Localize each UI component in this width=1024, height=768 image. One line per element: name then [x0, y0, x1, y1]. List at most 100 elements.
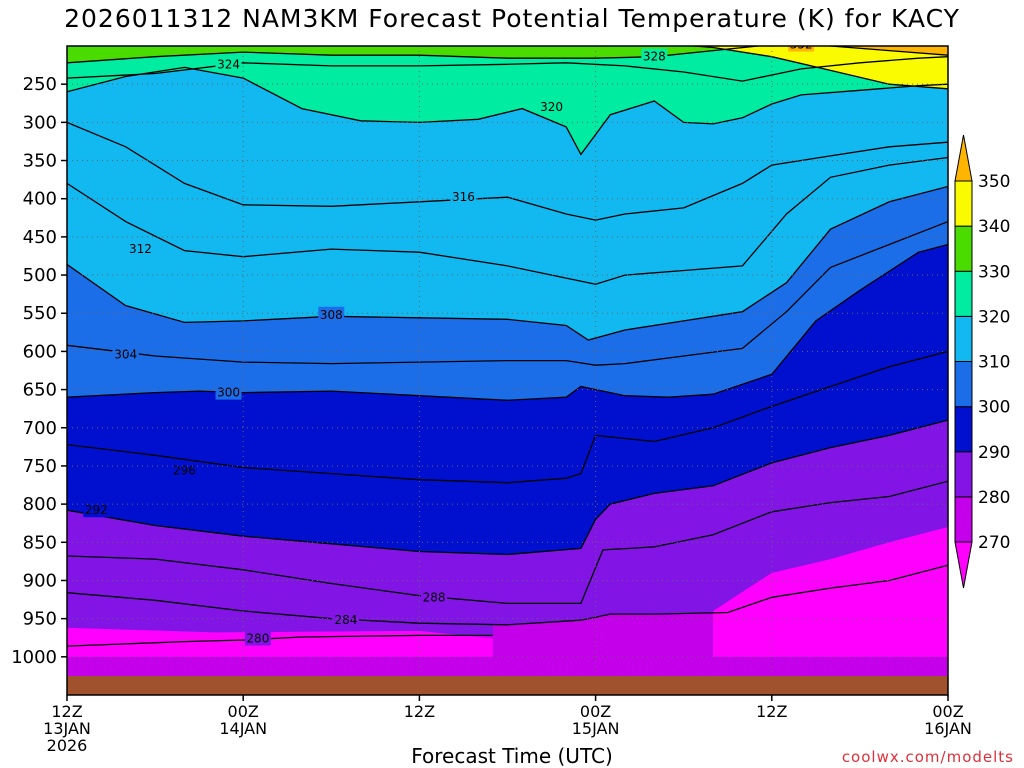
y-tick-label: 650 — [23, 380, 57, 401]
isentrope-352 — [818, 46, 948, 56]
isentrope-label-bg — [215, 384, 242, 400]
isentrope-label-bg — [538, 99, 565, 115]
y-tick-label: 550 — [23, 303, 57, 324]
isentrope-312 — [67, 156, 948, 285]
colorbar-top-triangle — [954, 134, 973, 182]
y-tick-label: 800 — [23, 494, 57, 515]
band-surface-warm — [67, 627, 493, 657]
isentrope-label-bg — [127, 241, 154, 257]
colorbar-label: 300 — [978, 398, 1010, 418]
isentrope-label: 352 — [790, 37, 813, 51]
colorbar-segment — [954, 406, 973, 453]
isentrope-label: 292 — [85, 503, 108, 517]
y-tick-label: 250 — [23, 74, 57, 95]
y-tick-label: 700 — [23, 418, 57, 439]
y-tick-label: 500 — [23, 265, 57, 286]
isentrope-label: 280 — [246, 631, 269, 645]
colorbar-label: 290 — [978, 443, 1010, 463]
isentrope-328 — [67, 46, 764, 64]
colorbar-legend: 270 280 290 300 310 320 330 340 350 — [954, 134, 1010, 589]
y-tick-label: 350 — [23, 151, 57, 172]
band-above-324 — [67, 46, 948, 82]
isentrope-label: 312 — [129, 242, 152, 256]
x-tick-label: 00Z — [580, 702, 611, 721]
isentrope-label: 320 — [540, 100, 563, 114]
isentrope-label: 296 — [173, 464, 196, 478]
x-axis-label: Forecast Time (UTC) — [411, 744, 613, 768]
isentrope-320 — [67, 66, 948, 156]
isentrope-316 — [67, 121, 948, 221]
isentrope-label-bg — [112, 346, 139, 362]
y-tick-label: 600 — [23, 341, 57, 362]
x-tick-label: 14JAN — [219, 719, 267, 738]
colorbar-segment — [954, 180, 973, 227]
colorbar-segment — [954, 270, 973, 317]
band-surface-east — [713, 527, 948, 657]
isentrope-296 — [67, 350, 948, 484]
colorbar-segment — [954, 451, 973, 498]
y-tick-label: 850 — [23, 532, 57, 553]
y-axis: 250 300 350 400 450 500 550 600 650 700 750 800 850 9… — [11, 74, 67, 668]
source-credit[interactable]: coolwx.com/modelts — [841, 748, 1014, 766]
isentrope-label: 324 — [217, 57, 240, 71]
isentrope-label: 288 — [423, 590, 446, 604]
isentrope-280 — [67, 634, 493, 647]
isentrope-288 — [67, 480, 948, 605]
x-tick-label: 16JAN — [924, 719, 972, 738]
chart-title: 2026011312 NAM3KM Forecast Potential Tem… — [64, 4, 960, 33]
x-tick-label: 12Z — [51, 702, 82, 721]
y-tick-label: 950 — [23, 609, 57, 630]
isentrope-292 — [67, 419, 948, 556]
colorbar-segment — [954, 496, 973, 543]
isentrope-label: 328 — [643, 50, 666, 64]
x-tick-label: 12Z — [756, 702, 787, 721]
x-tick-label: 00Z — [228, 702, 259, 721]
y-tick-label: 750 — [23, 456, 57, 477]
colorbar-bottom-triangle — [954, 541, 973, 589]
isentrope-label: 304 — [114, 347, 137, 361]
colorbar-label: 340 — [978, 217, 1010, 237]
isentrope-label-bg — [788, 46, 815, 52]
x-tick-label: 13JAN — [43, 719, 91, 738]
isentrope-308 — [67, 185, 948, 341]
isentrope-label-bg — [421, 589, 448, 605]
y-tick-label: 300 — [23, 112, 57, 133]
isentrope-284 — [67, 564, 948, 626]
isentrope-label-bg — [450, 189, 477, 205]
x-tick-label: 00Z — [932, 702, 963, 721]
colorbar-label: 320 — [978, 307, 1010, 327]
temperature-bands — [67, 46, 948, 695]
band-above-328 — [67, 46, 948, 63]
isentrope-label: 284 — [335, 613, 358, 627]
plot-frame — [66, 45, 949, 696]
isentrope-label-bg — [215, 56, 242, 72]
isentrope-label-bg — [83, 502, 110, 518]
isentrope-324 — [67, 56, 948, 82]
y-tick-label: 1000 — [11, 647, 57, 668]
isentrope-label: 316 — [452, 190, 475, 204]
y-tick-label: 400 — [23, 189, 57, 210]
isentrope-label-bg — [244, 630, 271, 646]
colorbar-label: 280 — [978, 488, 1010, 508]
x-tick-label: 12Z — [404, 702, 435, 721]
y-tick-label: 450 — [23, 227, 57, 248]
colorbar-segment — [954, 315, 973, 362]
band-above-340 — [654, 46, 948, 89]
isentrope-label-bg — [641, 48, 668, 64]
isentrope-304 — [67, 220, 948, 366]
band-above-352 — [771, 46, 948, 56]
colorbar-label: 270 — [978, 533, 1010, 553]
colorbar-segment — [954, 361, 973, 408]
colorbar-label: 330 — [978, 262, 1010, 282]
colorbar-label: 350 — [978, 172, 1010, 192]
ground-surface — [67, 676, 948, 695]
isentrope-label-bg — [318, 306, 345, 322]
isentrope-label: 308 — [320, 308, 343, 322]
y-tick-label: 900 — [23, 570, 57, 591]
isentrope-label-bg — [332, 612, 359, 628]
colorbar-label: 310 — [978, 353, 1010, 373]
colorbar-segment — [954, 225, 973, 272]
isentrope-label: 300 — [217, 386, 240, 400]
